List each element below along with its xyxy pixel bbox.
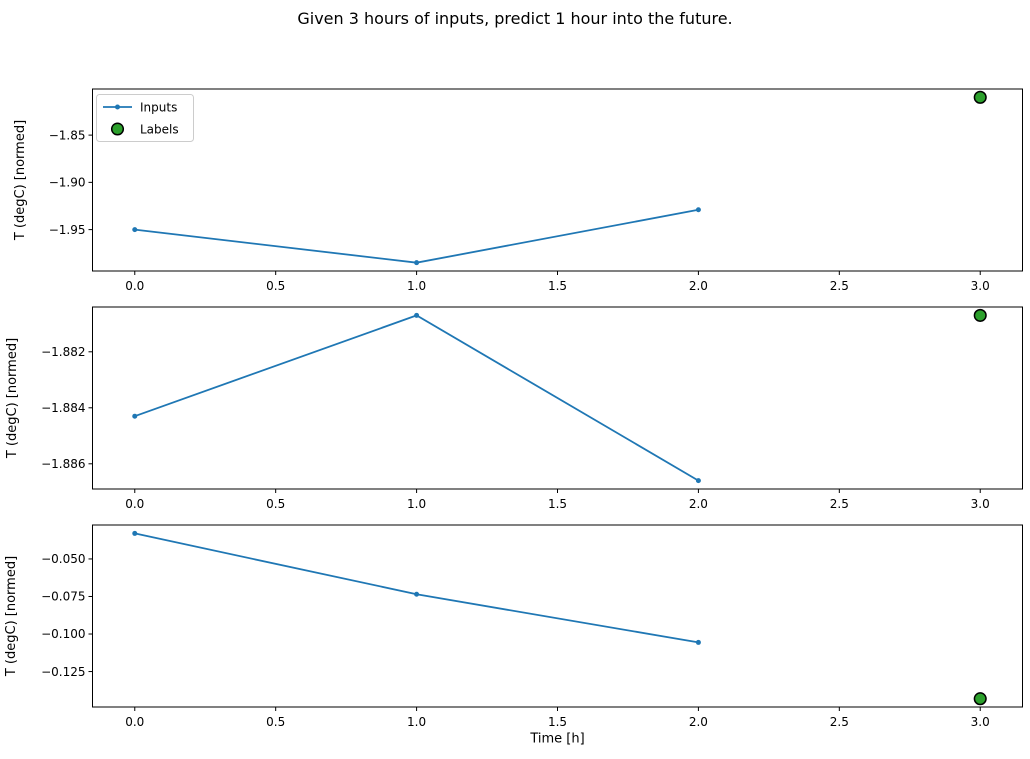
x-tick-label: 1.0: [407, 279, 426, 293]
x-tick-label: 1.5: [548, 715, 567, 729]
x-tick-label: 2.5: [830, 497, 849, 511]
subplot-2: 0.0 0.5 1.0 1.5 2.0 2.5 3.0 −1.882 −1.884 −1.886 T…: [5, 306, 1023, 511]
input-point-marker: [695, 639, 701, 645]
x-tick-label: 0.5: [266, 715, 285, 729]
y-tick-label: −0.125: [41, 665, 85, 679]
y-tick-label: −1.882: [41, 345, 85, 359]
input-point-marker: [414, 312, 420, 318]
x-tick-label: 3.0: [971, 279, 990, 293]
input-point-marker: [132, 413, 138, 419]
y-axis-label: T (degC) [normed]: [4, 556, 19, 677]
x-axis-label: Time [h]: [529, 732, 584, 747]
x-tick-label: 0.5: [266, 497, 285, 511]
x-tick-label: 0.0: [125, 715, 144, 729]
input-point-marker: [414, 260, 420, 266]
input-point-marker: [695, 207, 701, 213]
y-tick-label: −1.886: [41, 457, 85, 471]
input-point-marker: [132, 227, 138, 233]
x-tick-label: 0.0: [125, 279, 144, 293]
y-tick-label: −0.075: [41, 590, 85, 604]
x-tick-label: 0.5: [266, 279, 285, 293]
y-tick-label: −1.85: [49, 128, 86, 142]
y-tick-label: −1.884: [41, 401, 85, 415]
x-tick-label: 3.0: [971, 715, 990, 729]
x-tick-label: 2.0: [689, 715, 708, 729]
figure-title: Given 3 hours of inputs, predict 1 hour …: [297, 9, 733, 28]
x-tick-label: 2.5: [830, 279, 849, 293]
x-tick-label: 1.0: [407, 497, 426, 511]
legend-labels-circle-icon: [110, 122, 125, 136]
y-tick-label: −1.90: [49, 176, 86, 190]
y-tick-label: −0.100: [41, 627, 85, 641]
x-tick-label: 2.0: [689, 279, 708, 293]
axes-box: [92, 524, 1023, 708]
x-tick-label: 1.5: [548, 497, 567, 511]
x-tick-label: 1.0: [407, 715, 426, 729]
y-axis-label: T (degC) [normed]: [5, 338, 20, 459]
x-tick-label: 2.5: [830, 715, 849, 729]
label-point-marker: [973, 692, 987, 706]
label-point-marker: [973, 90, 987, 104]
y-axis-label: T (degC) [normed]: [13, 120, 28, 241]
input-point-marker: [132, 530, 138, 536]
axes-box: [92, 88, 1023, 272]
legend: Inputs Labels: [96, 94, 194, 142]
x-tick-label: 1.5: [548, 279, 567, 293]
x-tick-label: 3.0: [971, 497, 990, 511]
input-point-marker: [695, 478, 701, 484]
input-point-marker: [414, 591, 420, 597]
x-tick-label: 0.0: [125, 497, 144, 511]
legend-inputs-dot-icon: [115, 104, 120, 110]
label-point-marker: [973, 308, 987, 322]
y-tick-label: −1.95: [49, 223, 86, 237]
subplot-1: 0.0 0.5 1.0 1.5 2.0 2.5 3.0 −1.85 −1.90 −1.95 T (d…: [13, 88, 1023, 293]
y-tick-label: −0.050: [41, 552, 85, 566]
subplot-3: 0.0 0.5 1.0 1.5 2.0 2.5 3.0 −0.050 −0.075 −0.100 −…: [4, 524, 1023, 747]
legend-labels-label: Labels: [140, 123, 179, 137]
x-tick-label: 2.0: [689, 497, 708, 511]
legend-inputs-label: Inputs: [140, 101, 177, 115]
